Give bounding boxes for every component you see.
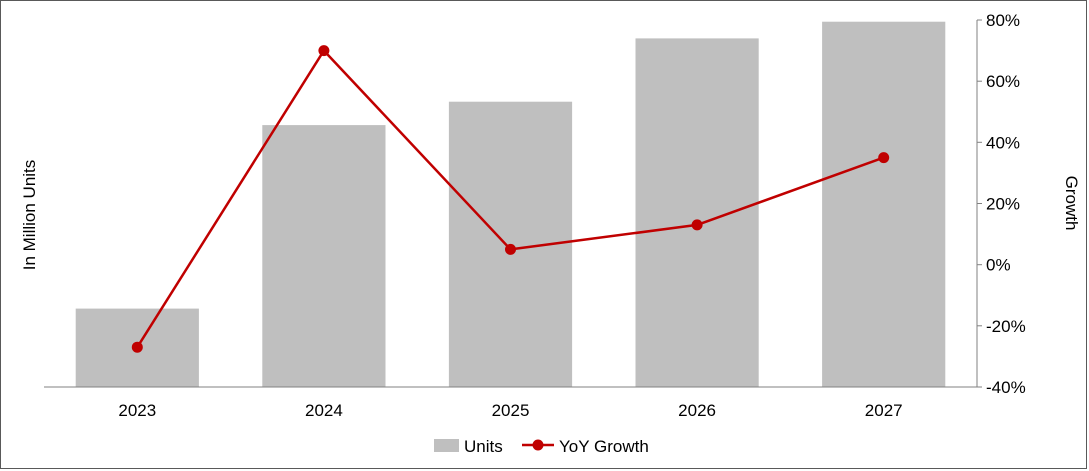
bar-series-units [75,21,946,388]
legend-swatch-units [434,439,459,452]
legend-marker-yoy-growth [532,439,544,451]
bar-2026 [635,38,759,388]
legend-label-units: Units [464,437,503,456]
growth-point-2023 [131,341,143,353]
line-series-yoy-growth [131,45,890,353]
growth-point-2025 [505,243,516,255]
x-tick-label: 2027 [865,401,903,420]
right-y-tick-label: 80% [986,11,1020,30]
left-y-axis-title: In Million Units [20,160,39,271]
x-tick-label: 2024 [305,401,343,420]
right-y-tick-label: -20% [986,317,1026,336]
right-y-tick-label: -40% [986,378,1026,397]
right-y-axis-ticks: -40% -20% 0% 20% 40% 60% 80% [977,11,1026,397]
right-y-axis-title: Growth [1062,176,1081,231]
right-y-tick-label: 40% [986,133,1020,152]
growth-point-2024 [318,45,330,57]
x-tick-label: 2025 [492,401,530,420]
x-axis-ticks: 2023 2024 2025 2026 2027 [118,401,902,420]
legend: Units YoY Growth [434,437,649,456]
growth-point-2027 [878,152,890,164]
right-y-tick-label: 0% [986,256,1011,275]
bar-2024 [262,125,386,387]
right-y-tick-label: 60% [986,72,1020,91]
x-tick-label: 2023 [118,401,156,420]
x-tick-label: 2026 [678,401,716,420]
growth-point-2026 [691,219,703,231]
legend-label-yoy-growth: YoY Growth [559,437,649,456]
bar-2027 [822,21,946,387]
right-y-tick-label: 20% [986,195,1020,214]
